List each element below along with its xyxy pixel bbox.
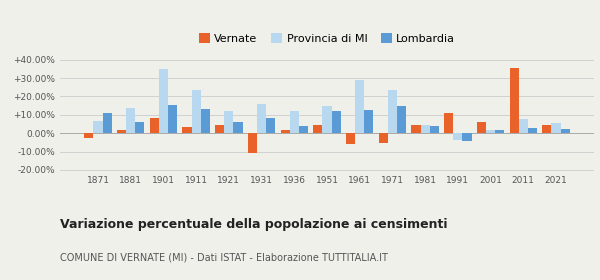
Bar [257, 104, 266, 133]
Bar [159, 69, 168, 133]
Bar [281, 129, 290, 133]
Bar [94, 121, 103, 133]
Bar [444, 113, 453, 133]
Bar [126, 108, 136, 133]
Bar [299, 126, 308, 133]
Bar [313, 125, 322, 133]
Bar [149, 118, 159, 133]
Bar [388, 90, 397, 133]
Bar [84, 133, 94, 138]
Bar [332, 111, 341, 133]
Bar [201, 109, 210, 133]
Text: COMUNE DI VERNATE (MI) - Dati ISTAT - Elaborazione TUTTITALIA.IT: COMUNE DI VERNATE (MI) - Dati ISTAT - El… [60, 252, 388, 262]
Bar [136, 122, 145, 133]
Bar [463, 133, 472, 141]
Bar [412, 125, 421, 133]
Bar [168, 105, 177, 133]
Bar [182, 127, 191, 133]
Bar [355, 80, 364, 133]
Bar [103, 113, 112, 133]
Bar [542, 125, 551, 133]
Bar [322, 106, 332, 133]
Bar [430, 126, 439, 133]
Bar [551, 123, 560, 133]
Legend: Vernate, Provincia di MI, Lombardia: Vernate, Provincia di MI, Lombardia [194, 29, 460, 48]
Bar [117, 129, 126, 133]
Bar [495, 130, 505, 133]
Text: Variazione percentuale della popolazione ai censimenti: Variazione percentuale della popolazione… [60, 218, 448, 231]
Bar [477, 122, 486, 133]
Bar [364, 110, 373, 133]
Bar [379, 133, 388, 143]
Bar [509, 68, 518, 133]
Bar [453, 133, 463, 140]
Bar [290, 111, 299, 133]
Bar [191, 90, 201, 133]
Bar [397, 106, 406, 133]
Bar [346, 133, 355, 144]
Bar [224, 111, 233, 133]
Bar [248, 133, 257, 153]
Bar [215, 125, 224, 133]
Bar [266, 118, 275, 133]
Bar [421, 125, 430, 133]
Bar [233, 122, 242, 133]
Bar [560, 129, 570, 133]
Bar [518, 119, 528, 133]
Bar [486, 129, 495, 133]
Bar [528, 128, 537, 133]
